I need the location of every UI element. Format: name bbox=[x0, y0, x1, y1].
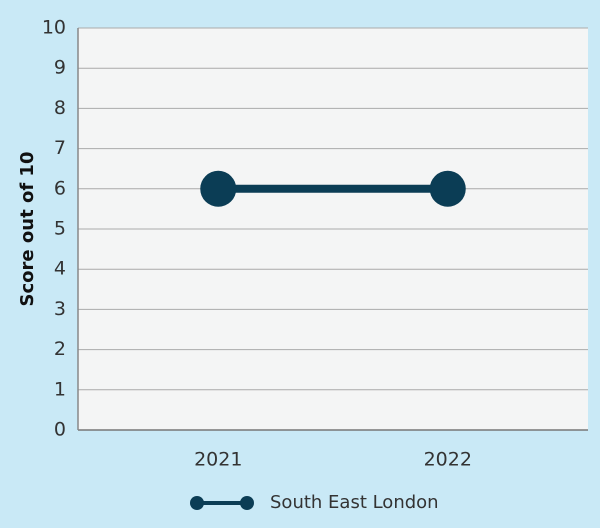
y-tick-label: 2 bbox=[54, 338, 66, 360]
x-tick-label: 2022 bbox=[424, 449, 472, 471]
y-tick-label: 7 bbox=[54, 137, 66, 159]
y-tick-label: 5 bbox=[54, 218, 66, 240]
y-tick-label: 10 bbox=[42, 17, 66, 39]
y-tick-label: 1 bbox=[54, 378, 66, 400]
y-tick-label: 0 bbox=[54, 419, 66, 441]
legend-dot bbox=[190, 496, 204, 510]
y-tick-label: 3 bbox=[54, 298, 66, 320]
legend-label: South East London bbox=[270, 492, 439, 513]
point bbox=[200, 170, 237, 207]
y-tick-label: 8 bbox=[54, 97, 66, 119]
x-tick-label: 2021 bbox=[194, 449, 242, 471]
y-tick-label: 4 bbox=[54, 258, 66, 280]
y-tick-label: 6 bbox=[54, 177, 66, 199]
point bbox=[429, 170, 466, 207]
y-tick-label: 9 bbox=[54, 57, 66, 79]
y-axis-label: Score out of 10 bbox=[17, 152, 38, 307]
legend-dot bbox=[240, 496, 254, 510]
